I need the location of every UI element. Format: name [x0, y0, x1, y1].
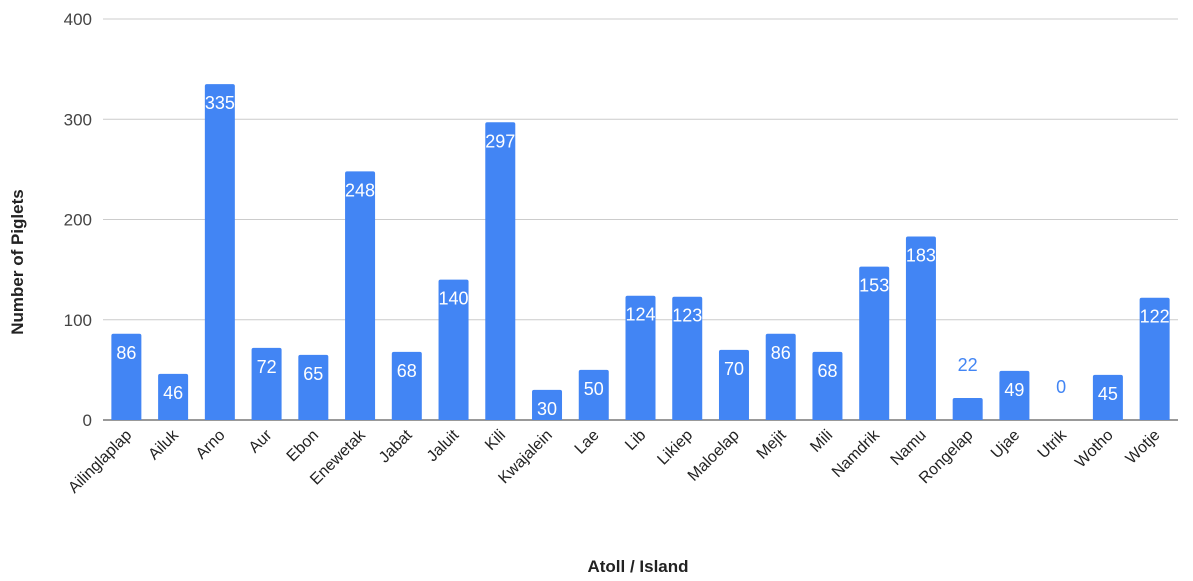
data-label: 68	[817, 361, 837, 381]
bar	[438, 279, 469, 420]
y-tick-label: 0	[83, 411, 92, 430]
bar	[812, 351, 843, 420]
data-label: 140	[439, 289, 469, 309]
bar	[625, 295, 656, 420]
x-tick-label: Namu	[888, 427, 930, 469]
data-label: 122	[1140, 307, 1170, 327]
bar	[999, 370, 1030, 420]
y-tick-label: 400	[64, 10, 92, 29]
bar	[905, 236, 936, 420]
x-tick-label: Jabat	[376, 426, 416, 466]
data-label: 124	[625, 305, 655, 325]
data-label: 46	[163, 383, 183, 403]
bar	[204, 84, 235, 420]
x-axis-title: Atoll / Island	[587, 557, 688, 576]
bar	[859, 266, 890, 420]
x-tick-label: Arno	[193, 427, 229, 463]
bar	[391, 351, 422, 420]
bar	[251, 347, 282, 420]
bar	[952, 397, 983, 420]
data-label: 183	[906, 246, 936, 266]
y-tick-label: 100	[64, 311, 92, 330]
x-tick-label: Jaluit	[424, 426, 463, 465]
x-tick-label: Wotho	[1072, 427, 1117, 472]
data-label: 0	[1056, 377, 1066, 397]
data-label: 335	[205, 93, 235, 113]
data-label: 45	[1098, 384, 1118, 404]
gridlines	[103, 18, 1178, 421]
x-tick-label: Ujae	[988, 427, 1023, 462]
data-label: 22	[958, 355, 978, 375]
x-tick-label: Ailinglaplap	[65, 427, 135, 497]
data-label: 70	[724, 359, 744, 379]
data-label: 72	[257, 357, 277, 377]
data-label: 123	[672, 306, 702, 326]
data-label: 68	[397, 361, 417, 381]
x-tick-label: Wotje	[1123, 427, 1164, 468]
data-label: 153	[859, 276, 889, 296]
x-tick-label: Likiep	[654, 427, 696, 469]
data-label: 50	[584, 379, 604, 399]
bars	[111, 84, 1170, 420]
x-tick-label: Namdrik	[829, 426, 884, 481]
bar	[532, 389, 563, 420]
x-tick-label: Utrik	[1035, 426, 1071, 462]
x-tick-label: Kili	[482, 427, 509, 454]
bar	[158, 373, 189, 420]
x-tick-label: Lib	[622, 427, 649, 454]
y-axis-ticks: 0 100 200 300 400	[64, 10, 92, 430]
x-tick-label: Aur	[246, 426, 276, 456]
x-tick-label: Ailuk	[145, 426, 182, 463]
bar	[718, 349, 749, 420]
data-labels: 86 46 335 72 65 248 68 140 297 30 50 124 123 70 86 68 15…	[116, 93, 1169, 419]
x-tick-label: Ebon	[284, 427, 322, 465]
data-label: 30	[537, 399, 557, 419]
y-tick-label: 300	[64, 110, 92, 129]
x-tick-label: Maloelap	[685, 427, 743, 485]
x-tick-label: Mejit	[754, 426, 790, 462]
bar	[1139, 297, 1170, 420]
bar	[578, 369, 609, 420]
data-label: 248	[345, 180, 375, 200]
y-axis-title: Number of Piglets	[8, 189, 27, 334]
data-label: 297	[485, 131, 515, 151]
bar	[111, 333, 142, 420]
x-tick-label: Lae	[572, 427, 603, 458]
bar	[345, 171, 376, 420]
data-label: 86	[116, 343, 136, 363]
bar	[1092, 374, 1123, 420]
data-label: 86	[771, 343, 791, 363]
bar	[765, 333, 796, 420]
bar	[485, 122, 516, 420]
data-label: 65	[303, 364, 323, 384]
y-tick-label: 200	[64, 211, 92, 230]
bar	[672, 296, 703, 420]
x-tick-label: Mili	[807, 427, 836, 456]
bar	[298, 354, 329, 420]
data-label: 49	[1004, 380, 1024, 400]
